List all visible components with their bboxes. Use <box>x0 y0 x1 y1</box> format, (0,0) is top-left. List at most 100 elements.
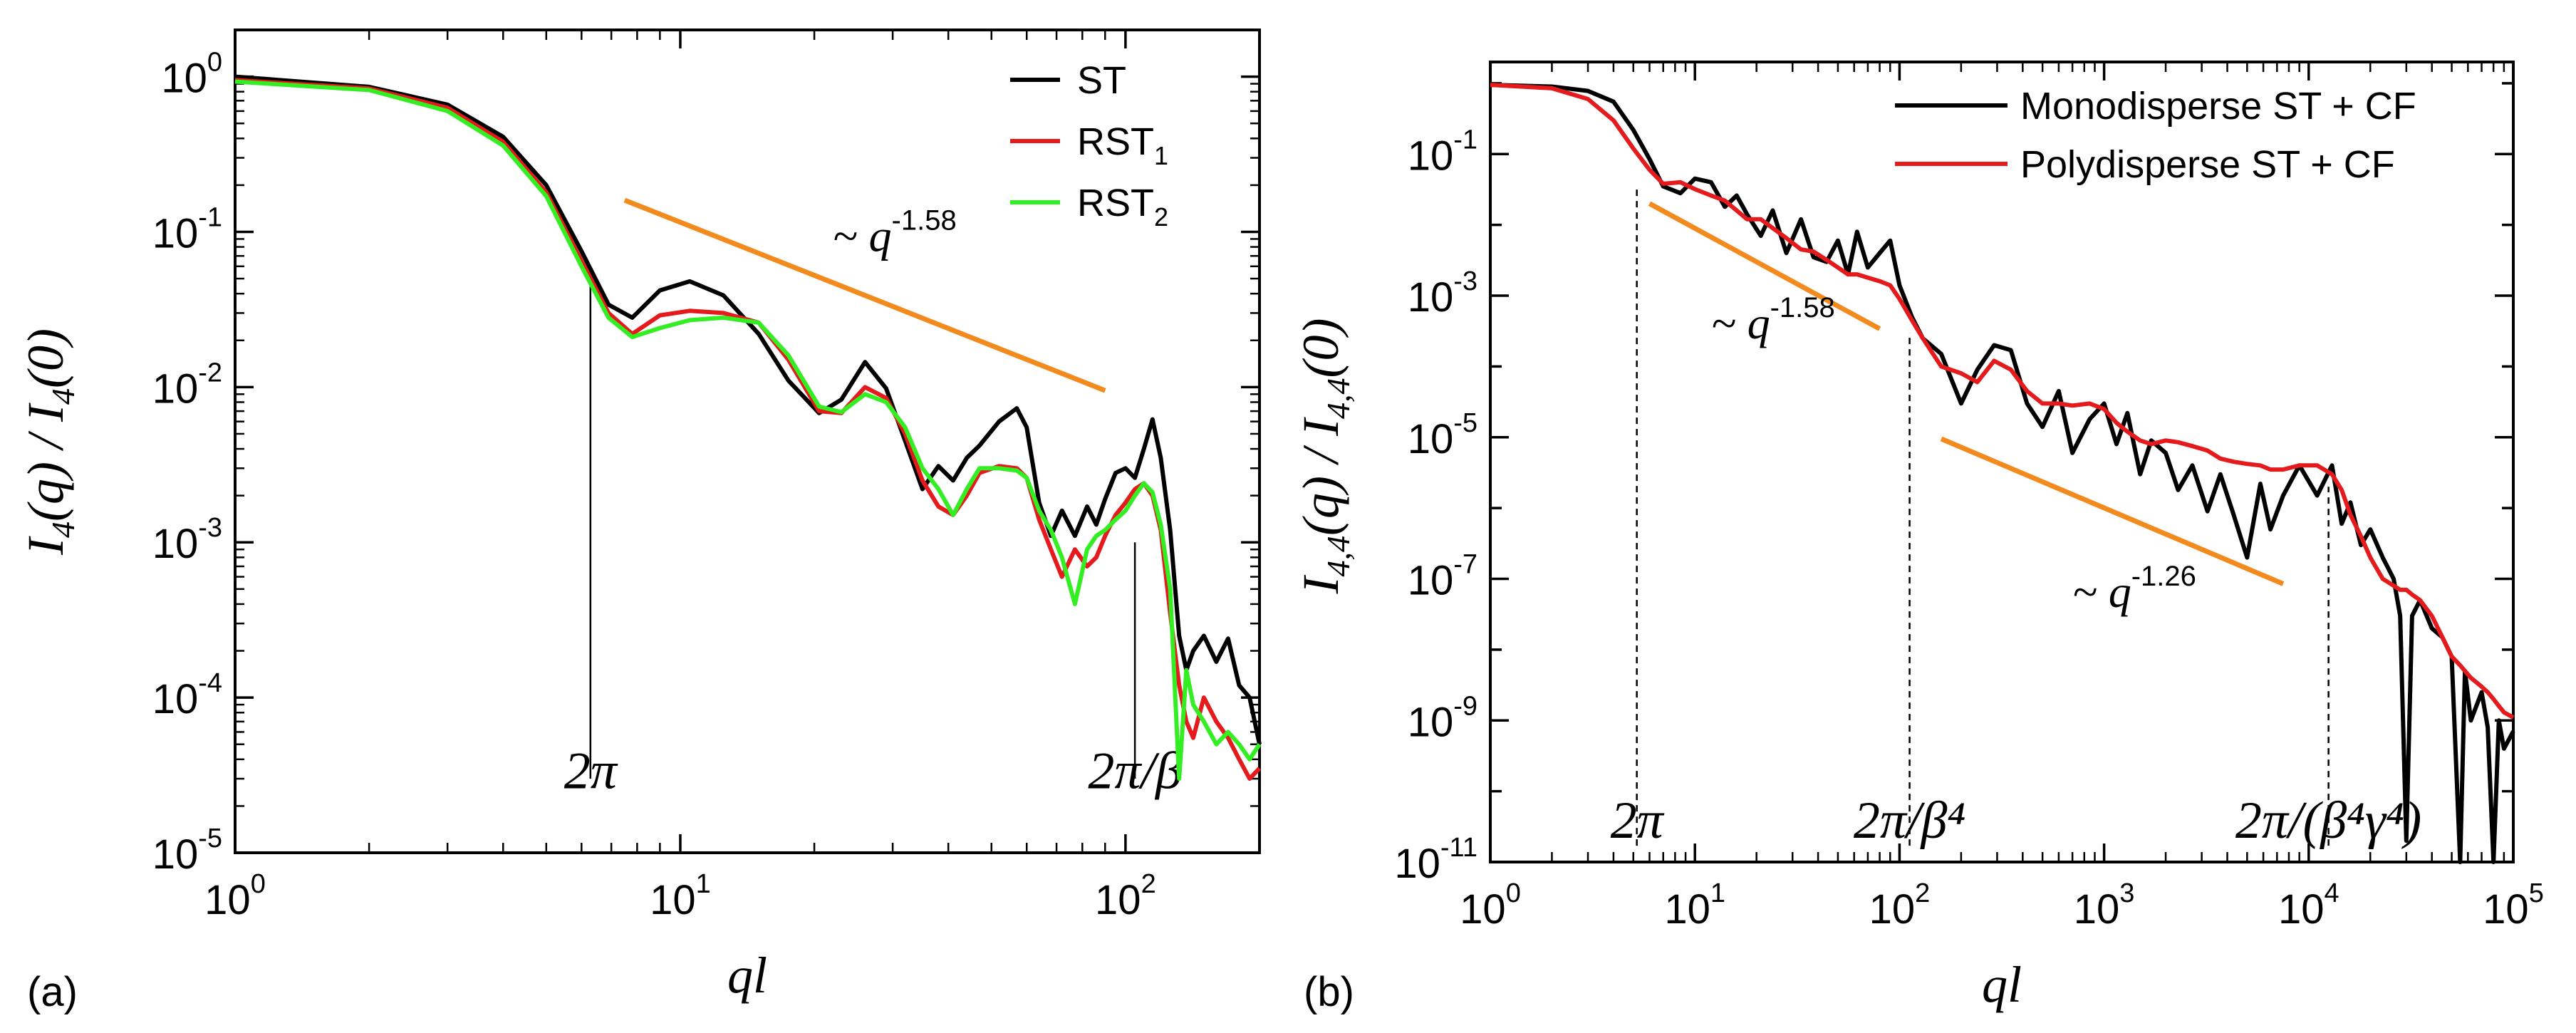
panel-a-y-tick-label: 10-1 <box>152 202 222 256</box>
panel-b-legend-label-1-name: Polydisperse ST + CF <box>2020 143 2395 186</box>
panel-b-y-axis-label: I4,4(q) / I4,4(0) <box>1292 318 1356 595</box>
panel-a-power-law-exponent: -1.58 <box>892 205 957 237</box>
panel-b-power-law-exponent: -1.58 <box>1770 292 1835 323</box>
panel-a-x-tick-label-base: 10 <box>650 877 696 923</box>
panel-b-guide-label: 2π/β⁴ <box>1854 791 1965 850</box>
panel-b-power-law-label: ~ q-1.26 <box>2072 561 2196 617</box>
panel-a-legend-label-1: RST1 <box>1077 120 1168 170</box>
panel-b-power-law-line <box>1940 436 2285 586</box>
panel-a-y-tick-label-exp: 0 <box>207 48 222 78</box>
panel-a-series-1-line <box>234 78 1262 781</box>
panel-a-x-tick-label: 100 <box>204 869 266 923</box>
panel-a-y-tick-label-base: 10 <box>152 831 199 878</box>
panel-b-x-tick-label: 102 <box>1869 878 1931 933</box>
panel-a-legend-label-2-sub: 2 <box>1154 202 1168 232</box>
panel-b-power-law-label: ~ q-1.58 <box>1711 292 1835 348</box>
panel-a-legend-label-1-name: RST <box>1077 120 1154 163</box>
panel-b-guide-label-rest: /(β⁴γ⁴) <box>2285 791 2421 850</box>
panel-b-y-tick-label: 10-11 <box>1394 833 1477 887</box>
panel-a-legend-label-2: RST2 <box>1077 182 1168 232</box>
panel-b-series-1-line <box>1490 83 2515 720</box>
panel-b-x-tick-label: 105 <box>2483 878 2544 933</box>
panel-b-y-tick-label-base: 10 <box>1408 133 1454 179</box>
panel-b-power-law-label-base: ~ q <box>2072 566 2131 617</box>
panel-b-y-tick-label-exp: -5 <box>1453 408 1477 438</box>
panel-b-y-tick-label-base: 10 <box>1408 416 1454 462</box>
panel-b-guide-label: 2π/(β⁴γ⁴) <box>2235 791 2421 850</box>
panel-b-axes-frame <box>1489 61 2515 863</box>
panel-a-x-tick-label-exp: 0 <box>251 869 266 899</box>
panel-b-y-axis-label-part: (0) <box>1292 318 1349 378</box>
panel-b-power-law-label-base: ~ q <box>1711 298 1770 348</box>
panel-b-x-tick-label-exp: 2 <box>1915 878 1930 908</box>
panel-a-y-axis-label: I4(q) / I4(0) <box>17 328 81 556</box>
panel-b-guide-label-base: 2π <box>1854 791 1908 850</box>
panel-b-y-tick-label-exp: -3 <box>1453 266 1477 296</box>
panel-b-y-tick-label: 10-9 <box>1408 691 1477 745</box>
panel-b-y-axis-label-part: (q) / I <box>1292 417 1349 536</box>
panel-b-y-tick-label-exp: -11 <box>1440 833 1477 863</box>
panel-b-x-tick-label-exp: 5 <box>2529 878 2544 908</box>
panel-a-power-law-label-base: ~ q <box>833 211 892 261</box>
panel-b-power-law-line <box>1648 201 1881 331</box>
panel-a-legend-label-2-name: RST <box>1077 182 1154 224</box>
panel-a-x-tick-label-base: 10 <box>1095 877 1141 923</box>
panel-b-x-tick-label-base: 10 <box>1460 886 1506 933</box>
panel-a-y-tick-label-base: 10 <box>152 676 199 722</box>
panel-a-y-tick-label: 10-2 <box>152 358 222 412</box>
panel-b-y-tick-label-base: 10 <box>1394 841 1440 887</box>
panel-a-y-tick-label-base: 10 <box>152 365 199 412</box>
panel-a-y-axis-label-part: I <box>17 536 74 556</box>
panel-b-guide-label-rest: /β⁴ <box>1904 791 1965 850</box>
panel-a-y-tick-label-exp: -4 <box>198 668 222 698</box>
panel-b-chart: 100 101 102 103 104 10510-1110-910-710-510-31… <box>1292 61 2544 1015</box>
panel-b-x-tick-label-exp: 3 <box>2119 878 2134 908</box>
panel-b-legend-label-0-name: Monodisperse ST + CF <box>2020 85 2416 128</box>
panel-b-y-tick-label-base: 10 <box>1408 558 1454 604</box>
panel-b-y-tick-label-exp: -1 <box>1453 125 1477 155</box>
panel-b-guide-label: 2π <box>1611 791 1665 850</box>
panel-b-x-tick-label-base: 10 <box>1869 886 1916 933</box>
panel-b-y-tick-label: 10-5 <box>1408 408 1477 462</box>
panel-a-legend-label-0: ST <box>1077 59 1126 102</box>
panel-a-y-tick-label: 10-4 <box>152 668 222 722</box>
panel-b-y-axis-label-sub: 4,4 <box>1320 378 1356 420</box>
panel-b-y-tick-label-base: 10 <box>1408 699 1454 745</box>
panel-a-x-axis-label: ql <box>727 947 767 1004</box>
panel-a-y-tick-label-exp: -1 <box>198 202 222 232</box>
panel-a-guide-label: 2π/β <box>1088 742 1182 800</box>
panel-a-y-tick-label-exp: -5 <box>198 824 222 853</box>
panel-b-legend-label-0: Monodisperse ST + CF <box>2020 85 2416 128</box>
panel-a-x-tick-label-exp: 2 <box>1141 869 1156 899</box>
panel-a-y-tick-label: 100 <box>161 48 222 102</box>
panel-b-y-tick-label-base: 10 <box>1408 274 1454 321</box>
panel-a-y-tick-label-base: 10 <box>161 56 207 102</box>
panel-b-x-tick-label-exp: 4 <box>2324 878 2339 908</box>
panel-a-guide-label-base: 2π <box>564 742 618 800</box>
panel-b-label: (b) <box>1304 969 1354 1015</box>
panel-a-y-axis-label-part: (q) / I <box>17 403 74 521</box>
panel-a-x-tick-label: 102 <box>1095 869 1156 923</box>
panel-a-y-tick-label-exp: -2 <box>198 358 222 388</box>
panel-a-power-law-label: ~ q-1.58 <box>833 205 957 261</box>
panel-a-guide-label-rest: /β <box>1138 742 1182 800</box>
panel-b-x-tick-label-base: 10 <box>2483 886 2529 933</box>
panel-b-x-axis-label: ql <box>1982 956 2022 1013</box>
panel-b-power-law-exponent: -1.26 <box>2131 561 2196 592</box>
panel-b-x-tick-label: 103 <box>2074 878 2135 933</box>
panel-a-y-tick-label: 10-5 <box>152 824 222 878</box>
panel-a-y-tick-label-exp: -3 <box>198 513 222 543</box>
panel-a-y-axis-label-sub: 4 <box>45 388 81 405</box>
panel-a-y-axis-label-sub: 4 <box>45 521 81 538</box>
panel-b-y-tick-label-exp: -7 <box>1453 550 1477 580</box>
panel-a-legend-label-0-name: ST <box>1077 59 1126 102</box>
panel-b-guide-label-base: 2π <box>2235 791 2290 850</box>
panel-a-x-tick-label-exp: 1 <box>696 869 711 899</box>
panel-b-y-tick-label-exp: -9 <box>1453 691 1477 721</box>
panel-b-x-tick-label-base: 10 <box>1664 886 1710 933</box>
panel-b-x-tick-label-base: 10 <box>2278 886 2325 933</box>
panel-a-y-axis-label-part: (0) <box>17 328 74 388</box>
panel-b-series-0-line <box>1490 83 2515 864</box>
